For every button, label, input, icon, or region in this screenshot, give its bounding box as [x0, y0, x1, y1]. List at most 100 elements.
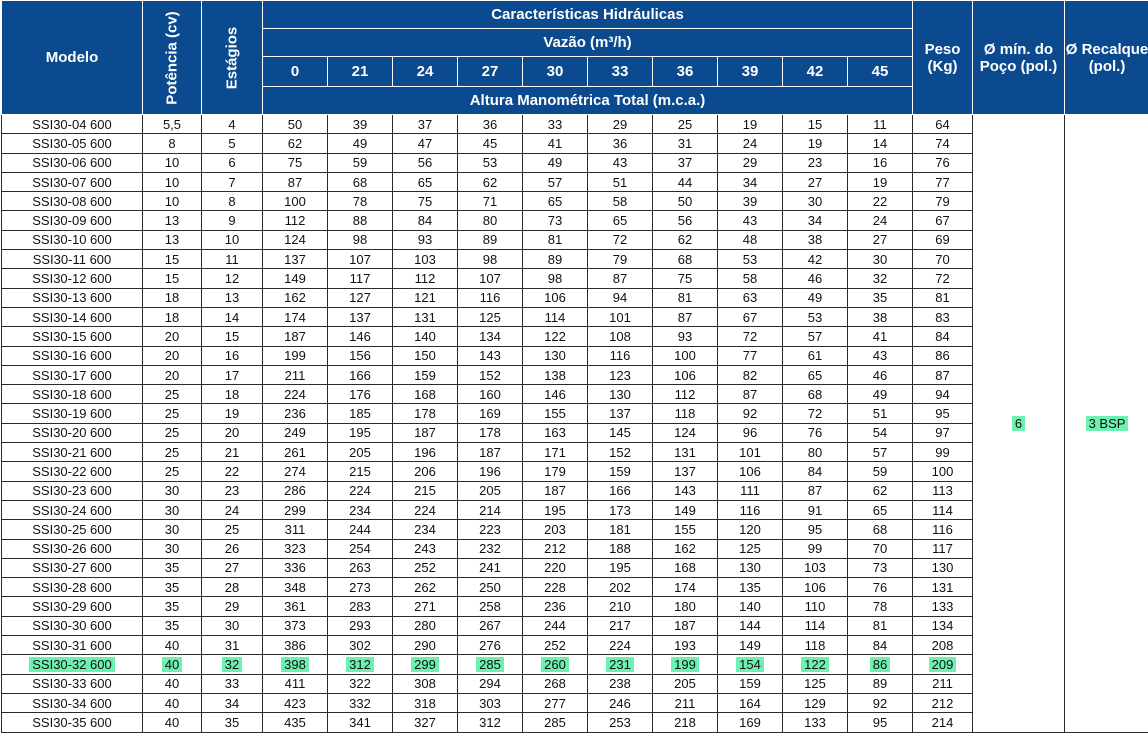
value-cell: 274 — [262, 461, 328, 482]
table-row: SSI30-07 600 10 7 87 68 65 62 57 51 44 34 27 19 77 — [1, 171, 1148, 193]
value-cell: 19 — [846, 171, 914, 193]
value-cell: 195 — [327, 422, 393, 444]
value-cell: 138 — [522, 364, 588, 386]
value-cell: 73 — [846, 557, 914, 579]
value-cell: 40 — [142, 692, 202, 714]
value-cell: 79 — [912, 191, 974, 212]
value-cell: 35 — [846, 287, 914, 308]
value-cell: 70 — [912, 249, 974, 270]
value-cell: 11 — [201, 249, 263, 270]
value-cell: 10 — [142, 191, 202, 212]
value-cell: 13 — [142, 210, 202, 231]
value-cell: 234 — [327, 499, 393, 521]
value-cell: 125 — [457, 306, 523, 328]
value-cell: 206 — [392, 461, 458, 482]
table-row: SSI30-27 600 35 27 336 263 252 241 220 195 168 130… — [1, 557, 1148, 579]
value-cell: 17 — [201, 364, 263, 386]
value-cell: 72 — [782, 403, 848, 424]
value-cell: 49 — [522, 152, 588, 173]
value-cell: 56 — [652, 210, 718, 231]
value-cell: 22 — [201, 461, 263, 482]
value-cell: 246 — [587, 692, 653, 714]
table-row: SSI30-09 600 13 9 112 88 84 80 73 65 56 43 34 24 67 — [1, 210, 1148, 231]
value-cell: 116 — [717, 499, 783, 521]
value-cell: 94 — [912, 384, 974, 405]
value-cell: 77 — [912, 171, 974, 193]
value-cell: 30 — [142, 480, 202, 501]
value-cell: 217 — [587, 615, 653, 637]
value-cell: 122 — [522, 326, 588, 347]
value-cell: 209 — [912, 654, 974, 675]
value-cell: 63 — [717, 287, 783, 308]
value-cell: 5,5 — [142, 113, 202, 135]
value-cell: 78 — [327, 191, 393, 212]
value-cell: 188 — [587, 538, 653, 559]
model-cell: SSI30-16 600 — [1, 345, 143, 366]
value-cell: 30 — [142, 538, 202, 559]
value-cell: 95 — [782, 519, 848, 540]
highlighted-value: 299 — [411, 656, 439, 672]
value-cell: 53 — [717, 249, 783, 270]
table-row: SSI30-28 600 35 28 348 273 262 250 228 202 174 135… — [1, 577, 1148, 598]
value-cell: 261 — [262, 442, 328, 463]
highlighted-value: 398 — [281, 656, 309, 672]
model-cell: SSI30-05 600 — [1, 133, 143, 154]
value-cell: 303 — [457, 692, 523, 714]
value-cell: 34 — [717, 171, 783, 193]
value-cell: 117 — [912, 538, 974, 559]
value-cell: 76 — [846, 577, 914, 598]
value-cell: 155 — [652, 519, 718, 540]
value-cell: 48 — [717, 229, 783, 251]
value-cell: 10 — [142, 152, 202, 173]
value-cell: 79 — [587, 249, 653, 270]
poco-merged-cell: 6 — [972, 114, 1066, 733]
value-cell: 12 — [201, 268, 263, 289]
value-cell: 215 — [327, 461, 393, 482]
value-cell: 176 — [327, 384, 393, 405]
value-cell: 35 — [142, 577, 202, 598]
value-cell: 118 — [652, 403, 718, 424]
value-cell: 65 — [392, 171, 458, 193]
value-cell: 68 — [782, 384, 848, 405]
value-cell: 110 — [782, 596, 848, 617]
value-cell: 33 — [522, 113, 588, 135]
value-cell: 65 — [846, 499, 914, 521]
value-cell: 299 — [262, 499, 328, 521]
value-cell: 75 — [262, 152, 328, 173]
table-row: SSI30-25 600 30 25 311 244 234 223 203 181 155 120… — [1, 519, 1148, 540]
value-cell: 130 — [587, 384, 653, 405]
table-row: SSI30-26 600 30 26 323 254 243 232 212 188 162 125… — [1, 538, 1148, 559]
value-cell: 29 — [717, 152, 783, 173]
value-cell: 27 — [201, 557, 263, 579]
value-cell: 83 — [912, 306, 974, 328]
value-cell: 125 — [782, 673, 848, 694]
highlighted-value: 312 — [346, 656, 374, 672]
value-cell: 280 — [392, 615, 458, 637]
value-cell: 61 — [782, 345, 848, 366]
value-cell: 72 — [912, 268, 974, 289]
value-cell: 155 — [522, 403, 588, 424]
value-cell: 86 — [846, 654, 914, 675]
value-cell: 56 — [392, 152, 458, 173]
value-cell: 283 — [327, 596, 393, 617]
value-cell: 75 — [652, 268, 718, 289]
highlighted-value: 231 — [606, 656, 634, 672]
value-cell: 178 — [457, 422, 523, 444]
value-cell: 203 — [522, 519, 588, 540]
model-cell: SSI30-32 600 — [1, 654, 143, 675]
value-cell: 38 — [846, 306, 914, 328]
model-cell: SSI30-09 600 — [1, 210, 143, 231]
value-cell: 8 — [142, 133, 202, 154]
model-cell: SSI30-29 600 — [1, 596, 143, 617]
model-cell: SSI30-26 600 — [1, 538, 143, 559]
value-cell: 224 — [262, 384, 328, 405]
table-row: SSI30-34 600 40 34 423 332 318 303 277 246 211 164… — [1, 692, 1148, 714]
value-cell: 32 — [846, 268, 914, 289]
value-cell: 116 — [912, 519, 974, 540]
value-cell: 106 — [652, 364, 718, 386]
value-cell: 80 — [782, 442, 848, 463]
value-cell: 20 — [142, 345, 202, 366]
value-cell: 80 — [457, 210, 523, 231]
model-cell: SSI30-31 600 — [1, 635, 143, 656]
